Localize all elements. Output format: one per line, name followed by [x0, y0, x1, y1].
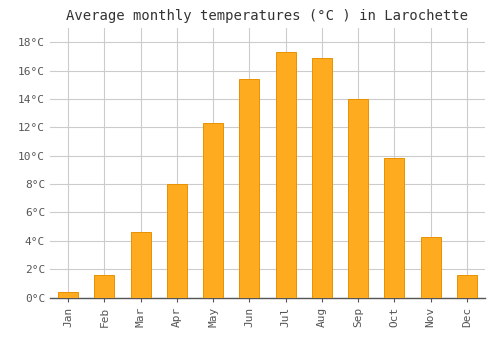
Bar — [384, 159, 404, 298]
Bar — [276, 52, 295, 298]
Bar — [58, 292, 78, 298]
Bar — [240, 79, 260, 298]
Bar — [457, 275, 477, 298]
Bar — [203, 123, 223, 298]
Bar — [167, 184, 187, 298]
Title: Average monthly temperatures (°C ) in Larochette: Average monthly temperatures (°C ) in La… — [66, 9, 468, 23]
Bar — [348, 99, 368, 298]
Bar — [312, 58, 332, 298]
Bar — [130, 232, 150, 298]
Bar — [94, 275, 114, 298]
Bar — [420, 237, 440, 298]
